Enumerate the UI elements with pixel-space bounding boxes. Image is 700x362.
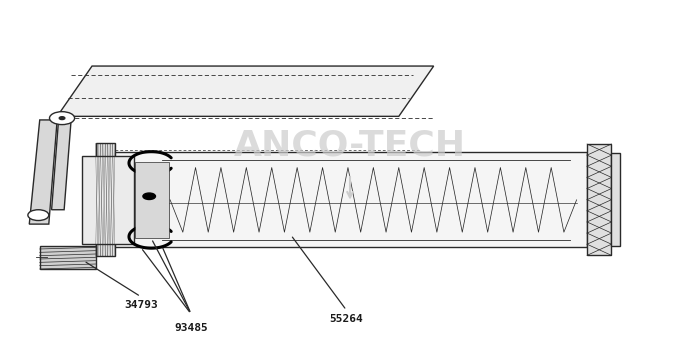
Circle shape (50, 111, 75, 125)
Text: 34793: 34793 (124, 300, 158, 310)
Text: 93485: 93485 (174, 323, 208, 333)
Bar (587, 144, 612, 255)
Polygon shape (29, 120, 57, 224)
Polygon shape (57, 66, 434, 116)
Circle shape (60, 117, 65, 119)
Text: ANCO-TECH: ANCO-TECH (234, 128, 466, 162)
Bar (40, 246, 95, 269)
Bar (612, 153, 620, 247)
Bar (82, 156, 134, 244)
Bar (109, 152, 587, 248)
Circle shape (28, 210, 49, 220)
Bar (95, 143, 115, 256)
Polygon shape (52, 120, 71, 210)
Text: 55264: 55264 (330, 314, 363, 324)
Circle shape (143, 193, 155, 199)
Bar (135, 162, 169, 238)
